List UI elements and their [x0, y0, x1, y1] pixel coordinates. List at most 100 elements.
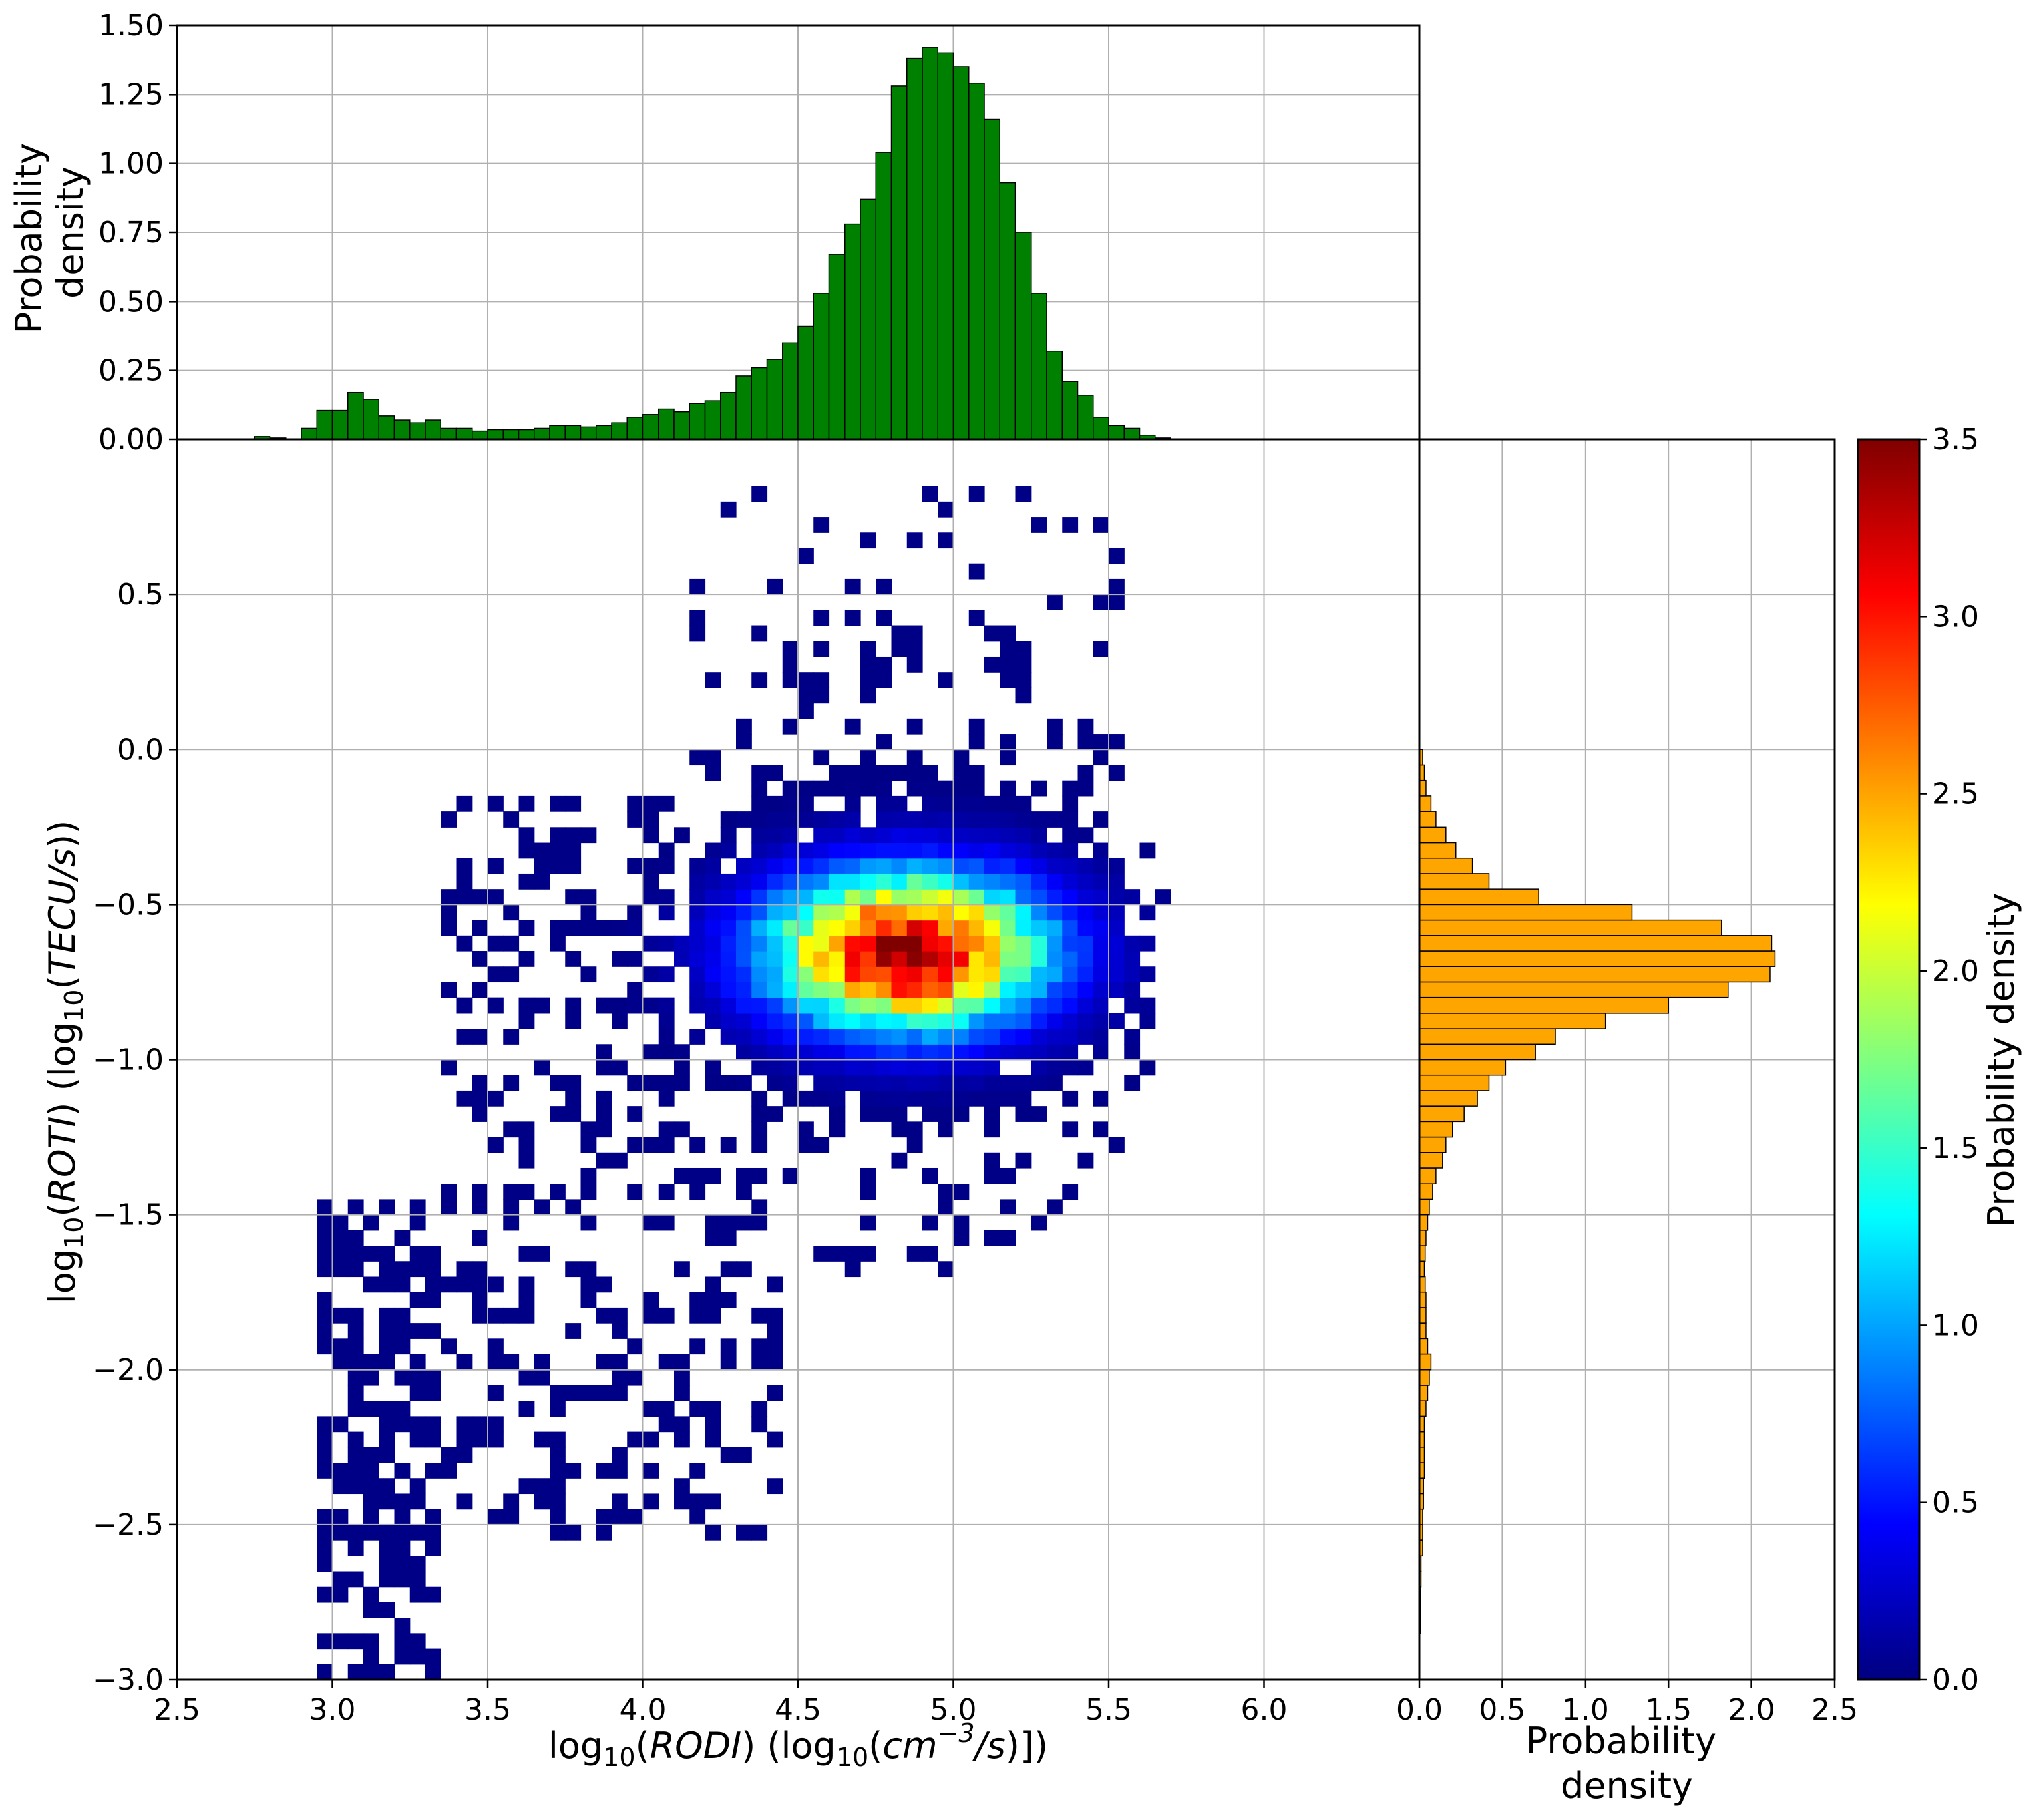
heatmap-cell — [922, 1044, 938, 1061]
heatmap-cell — [968, 904, 985, 921]
heatmap-cell — [1015, 1013, 1032, 1029]
heatmap-cell — [1077, 951, 1094, 967]
heatmap-cell — [860, 1075, 876, 1091]
heatmap-cell — [347, 1664, 364, 1680]
colorbar-tick-label: 2.0 — [1932, 954, 1979, 988]
heatmap-cell — [379, 1571, 395, 1588]
heatmap-cell — [1031, 904, 1047, 921]
heatmap-cell — [984, 1106, 1000, 1122]
heatmap-cell — [317, 1199, 333, 1216]
heatmap-cell — [518, 873, 535, 890]
heatmap-cell — [876, 1044, 892, 1061]
heatmap-cell — [922, 982, 938, 998]
heatmap-cell — [860, 997, 876, 1014]
heatmap-cell — [860, 873, 876, 890]
heatmap-cell — [953, 1013, 970, 1029]
heatmap-cell — [798, 966, 814, 983]
heatmap-cell — [953, 1075, 970, 1091]
heatmap-cell — [550, 1524, 566, 1541]
heatmap-cell — [425, 1648, 441, 1665]
heatmap-cell — [844, 811, 861, 828]
heatmap-cell — [394, 1618, 411, 1634]
heatmap-cell — [844, 842, 861, 859]
heatmap-cell — [1124, 889, 1141, 905]
heatmap-cell — [518, 1369, 535, 1386]
heatmap-cell — [1062, 811, 1079, 828]
heatmap-cell — [767, 795, 783, 812]
heatmap-cell — [736, 951, 752, 967]
heatmap-cell — [720, 920, 737, 936]
heatmap-cell — [953, 1214, 970, 1231]
heatmap-cell — [860, 687, 876, 704]
heatmap-cell — [518, 1292, 535, 1308]
heatmap-cell — [379, 1556, 395, 1572]
heatmap-cell — [705, 904, 721, 921]
heatmap-cell — [627, 1369, 644, 1386]
heatmap-cell — [829, 982, 846, 998]
heatmap-cell — [612, 1447, 628, 1463]
heatmap-cell — [1062, 1044, 1079, 1061]
heatmap-cell — [767, 765, 783, 781]
heatmap-cell — [1031, 780, 1047, 797]
heatmap-cell — [503, 1121, 520, 1138]
heatmap-cell — [472, 1261, 488, 1278]
heatmap-cell — [751, 842, 768, 859]
heatmap-cell — [580, 1184, 597, 1200]
heatmap-cell — [1062, 904, 1079, 921]
top-hist-bar — [596, 425, 612, 440]
heatmap-cell — [1015, 1029, 1032, 1045]
heatmap-cell — [379, 1478, 395, 1495]
heatmap-cell — [1047, 1075, 1063, 1091]
heatmap-cell — [689, 625, 706, 642]
heatmap-cell — [580, 1385, 597, 1401]
top-hist-bar — [890, 85, 908, 440]
heatmap-cell — [674, 1261, 690, 1278]
heatmap-cell — [394, 1416, 411, 1433]
heatmap-cell — [844, 1075, 861, 1091]
heatmap-cell — [767, 1029, 783, 1045]
heatmap-cell — [472, 889, 488, 905]
heatmap-cell — [938, 1106, 954, 1122]
colorbar-tick-label: 1.5 — [1932, 1131, 1979, 1165]
heatmap-cell — [782, 1167, 799, 1184]
heatmap-cell — [751, 951, 768, 967]
heatmap-cell — [984, 951, 1000, 967]
heatmap-cell — [705, 1493, 721, 1510]
top-hist-bar — [766, 359, 783, 440]
heatmap-cell — [876, 1013, 892, 1029]
heatmap-cell — [968, 951, 985, 967]
heatmap-cell — [1047, 873, 1063, 890]
heatmap-cell — [736, 997, 752, 1014]
heatmap-cell — [689, 610, 706, 626]
heatmap-cell — [332, 1230, 349, 1246]
heatmap-cell — [1093, 920, 1109, 936]
heatmap-cell — [813, 1246, 830, 1262]
heatmap-cell — [689, 1493, 706, 1510]
heatmap-cell — [317, 1431, 333, 1448]
heatmap-cell — [891, 1029, 908, 1045]
top-hist-bar — [301, 427, 317, 440]
heatmap-cell — [922, 1059, 938, 1076]
heatmap-cell — [1015, 1090, 1032, 1107]
heatmap-cell — [860, 1090, 876, 1107]
heatmap-cell — [534, 997, 550, 1014]
heatmap-cell — [1015, 966, 1032, 983]
heatmap-cell — [1093, 811, 1109, 828]
top-histogram-bars — [254, 47, 1171, 440]
heatmap-cell — [968, 1059, 985, 1076]
heatmap-cell — [1000, 997, 1016, 1014]
heatmap-cell — [938, 532, 954, 549]
heatmap-cell — [1062, 1029, 1079, 1045]
heatmap-cell — [1062, 951, 1079, 967]
heatmap-cell — [922, 1167, 938, 1184]
heatmap-cell — [441, 1463, 457, 1479]
heatmap-cell — [332, 1463, 349, 1479]
heatmap-cell — [782, 1059, 799, 1076]
heatmap-cell — [1062, 889, 1079, 905]
heatmap-cell — [642, 1307, 659, 1324]
heatmap-cell — [844, 1059, 861, 1076]
heatmap-cell — [751, 1354, 768, 1371]
heatmap-cell — [534, 1354, 550, 1371]
heatmap-cell — [518, 997, 535, 1014]
heatmap-cell — [984, 842, 1000, 859]
